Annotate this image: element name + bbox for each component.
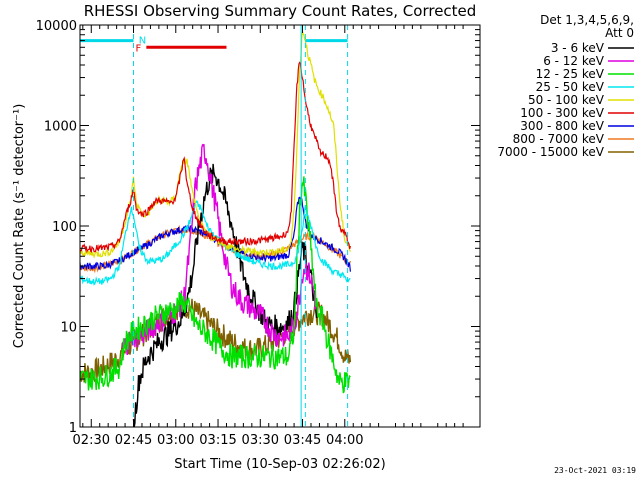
y-tick-label-4: 10000 (36, 19, 77, 34)
legend-label-7: 800 - 7000 keV (513, 132, 605, 146)
x-tick-label-1: 02:45 (115, 433, 152, 448)
x-tick-label-0: 02:30 (73, 433, 110, 448)
y-axis: 1 10 100 1000 10000 (36, 19, 480, 436)
night-label: N (139, 36, 146, 47)
legend-label-3: 25 - 50 keV (536, 80, 605, 94)
legend-label-5: 100 - 300 keV (520, 106, 604, 120)
x-tick-label-2: 03:00 (157, 433, 194, 448)
legend-label-1: 6 - 12 keV (543, 54, 605, 68)
legend-label-2: 12 - 25 keV (536, 67, 605, 81)
y-tick-label-2: 100 (52, 220, 77, 235)
legend-label-4: 50 - 100 keV (528, 93, 605, 107)
legend-label-6: 300 - 800 keV (520, 119, 604, 133)
x-tick-label-4: 03:30 (242, 433, 279, 448)
y-tick-label-0: 1 (69, 421, 77, 436)
x-axis: 02:30 02:45 03:00 03:15 03:30 03:45 04:00 (73, 25, 464, 448)
y-axis-label: Corrected Count Rate (s⁻¹ detector⁻¹) (12, 104, 27, 349)
legend-subtitle: Att 0 (605, 26, 634, 40)
timestamp: 23-Oct-2021 03:19 (554, 466, 636, 475)
legend-label-8: 7000 - 15000 keV (497, 145, 604, 159)
annotation-marks: NF (80, 25, 349, 427)
series-line-0 (132, 163, 318, 428)
flare-label: F (135, 43, 141, 54)
chart-title: RHESSI Observing Summary Count Rates, Co… (84, 2, 477, 20)
y-tick-label-3: 1000 (44, 120, 77, 135)
y-tick-label-1: 10 (60, 321, 77, 336)
x-tick-label-6: 04:00 (326, 433, 363, 448)
series-line-6 (79, 196, 351, 272)
x-tick-label-5: 03:45 (284, 433, 321, 448)
x-axis-label: Start Time (10-Sep-03 02:26:02) (174, 457, 385, 472)
legend-title: Det 1,3,4,5,6,9, (540, 13, 634, 27)
legend-label-0: 3 - 6 keV (551, 41, 605, 55)
x-tick-label-3: 03:15 (199, 433, 236, 448)
